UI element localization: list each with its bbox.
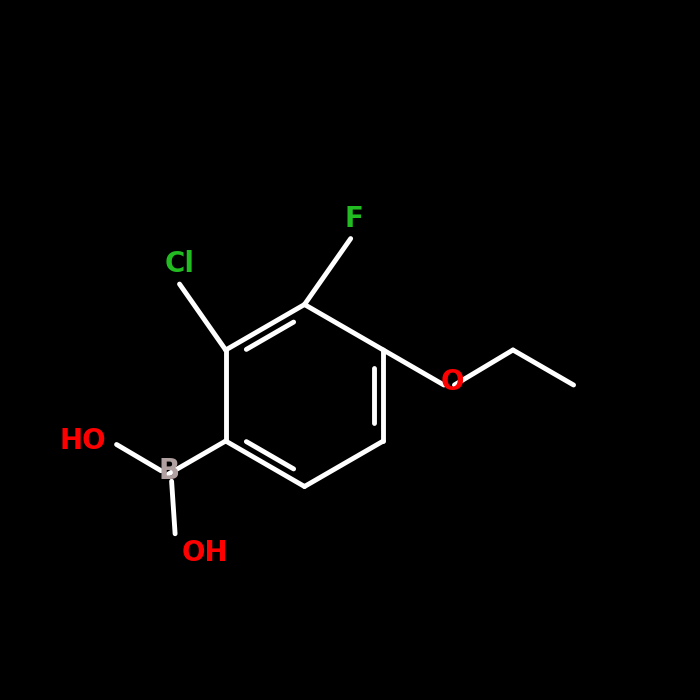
- Text: B: B: [159, 458, 180, 486]
- Text: F: F: [344, 205, 363, 233]
- Text: Cl: Cl: [164, 251, 195, 279]
- Text: O: O: [440, 368, 464, 396]
- Text: OH: OH: [182, 540, 229, 567]
- Text: HO: HO: [60, 427, 106, 455]
